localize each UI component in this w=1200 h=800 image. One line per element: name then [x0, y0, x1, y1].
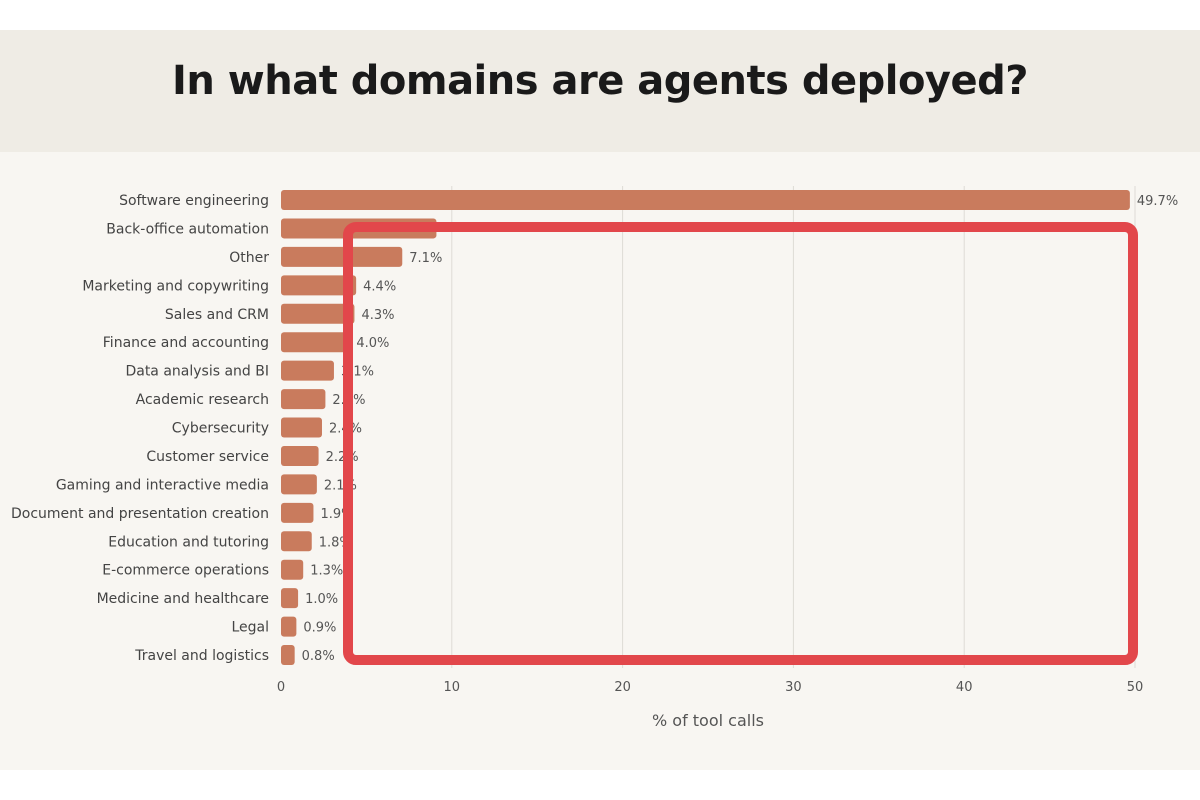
bar: [281, 502, 314, 523]
bar: [281, 417, 322, 438]
category-label: Finance and accounting: [103, 335, 269, 351]
x-axis-label: % of tool calls: [652, 711, 764, 730]
x-tick-label: 0: [277, 680, 285, 695]
category-label: Customer service: [146, 449, 269, 465]
bar: [281, 616, 297, 637]
bar: [281, 588, 299, 609]
x-tick-label: 40: [956, 680, 973, 695]
bar: [281, 246, 403, 267]
chart-title: In what domains are agents deployed?: [172, 58, 1028, 104]
category-label: Cybersecurity: [172, 421, 269, 437]
category-label: Gaming and interactive media: [56, 477, 269, 493]
bar: [281, 275, 357, 296]
bar: [281, 474, 317, 495]
chart-panel: [0, 152, 1200, 770]
category-label: Marketing and copywriting: [82, 278, 269, 294]
bar: [281, 645, 295, 666]
category-label: Academic research: [136, 392, 269, 408]
bar: [281, 332, 350, 353]
category-label: Medicine and healthcare: [97, 591, 269, 607]
title-band: [0, 30, 1200, 152]
bar: [281, 389, 326, 410]
category-label: Software engineering: [119, 193, 269, 209]
category-label: Other: [229, 250, 269, 266]
category-label: Sales and CRM: [165, 307, 269, 323]
x-tick-label: 50: [1127, 680, 1144, 695]
value-label: 4.3%: [361, 308, 394, 323]
bar: [281, 445, 319, 466]
bar: [281, 559, 304, 580]
category-label: Document and presentation creation: [11, 506, 269, 522]
bar: [281, 360, 334, 381]
x-tick-label: 20: [614, 680, 631, 695]
value-label: 1.3%: [310, 564, 343, 579]
value-label: 7.1%: [409, 251, 442, 266]
category-label: Travel and logistics: [134, 648, 269, 664]
category-label: E-commerce operations: [102, 563, 269, 579]
value-label: 0.9%: [303, 621, 336, 636]
category-label: Education and tutoring: [108, 534, 269, 550]
value-label: 49.7%: [1137, 194, 1178, 209]
category-label: Back-office automation: [106, 221, 269, 237]
bar: [281, 190, 1130, 210]
value-label: 4.4%: [363, 279, 396, 294]
value-label: 0.8%: [302, 649, 335, 664]
x-tick-label: 30: [785, 680, 802, 695]
highlight-box: [343, 222, 1138, 665]
bar: [281, 303, 355, 324]
x-tick-label: 10: [444, 680, 461, 695]
value-label: 4.0%: [356, 336, 389, 351]
category-label: Legal: [231, 620, 269, 636]
value-label: 1.0%: [305, 592, 338, 607]
value-label: 2.2%: [326, 450, 359, 465]
bar: [281, 531, 312, 552]
category-label: Data analysis and BI: [125, 364, 269, 380]
